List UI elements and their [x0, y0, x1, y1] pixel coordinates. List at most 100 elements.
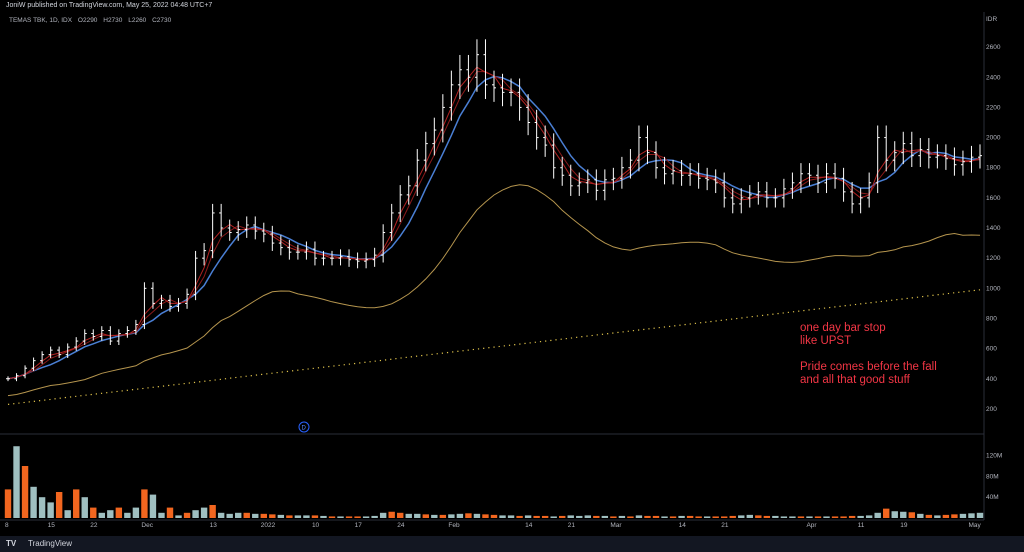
x-tick-label: 2022: [261, 522, 276, 529]
volume-bar: [857, 515, 864, 518]
volume-bar: [482, 514, 489, 518]
volume-bar: [900, 511, 907, 518]
volume-bar: [601, 515, 609, 518]
volume-bar: [4, 489, 12, 518]
volume-bar: [721, 516, 728, 518]
volume-bar: [73, 489, 80, 518]
volume-bar: [30, 486, 37, 518]
volume-bar: [414, 513, 421, 518]
volume-bar: [499, 515, 506, 518]
volume-bar: [354, 516, 361, 518]
tradingview-logo-icon[interactable]: TV: [6, 539, 17, 548]
volume-bar: [294, 515, 302, 518]
volume-bar: [490, 514, 498, 518]
volume-bar: [397, 512, 404, 518]
volume-bar: [200, 507, 208, 518]
footer-brand[interactable]: TradingView: [28, 539, 73, 548]
volume-bar: [610, 516, 617, 518]
volume-bar: [661, 516, 668, 518]
volume-bar: [550, 516, 557, 518]
volume-bar: [303, 515, 310, 518]
volume-bar: [141, 489, 148, 518]
volume-bar: [13, 446, 20, 518]
volume-bar: [644, 515, 651, 518]
volume-bar: [593, 515, 600, 518]
volume-bar: [780, 516, 788, 518]
x-tick-label: 15: [48, 522, 56, 529]
price-chart[interactable]: 200 400 600 800 1000 1200 1400 1600 1800 2000 2200…: [0, 0, 1024, 536]
y-tick-label: 1000: [986, 285, 1001, 292]
dividend-marker-label: D: [302, 426, 307, 432]
volume-bar: [652, 515, 660, 518]
x-tick-label: 13: [210, 522, 218, 529]
volume-bar: [183, 512, 191, 518]
volume-bar: [192, 510, 199, 518]
y-tick-label: 2400: [986, 74, 1001, 81]
volume-tick-label: 80M: [986, 473, 999, 480]
volume-bar: [209, 505, 216, 518]
volume-bar: [814, 516, 822, 518]
volume-bar: [260, 513, 267, 518]
volume-bar: [942, 514, 950, 518]
volume-bar: [541, 515, 549, 518]
y-tick-label: 1200: [986, 255, 1001, 262]
y-tick-label: 200: [986, 406, 997, 413]
x-tick-label: 24: [397, 522, 405, 529]
volume-bar: [797, 516, 805, 518]
ma-dotted-line: [7, 289, 981, 405]
volume-bar: [158, 512, 165, 518]
volume-bar: [456, 513, 464, 518]
x-tick-label: 14: [679, 522, 687, 529]
volume-bar: [345, 516, 353, 518]
annotation-line-3: Pride comes before the fall: [800, 361, 937, 373]
volume-bar: [806, 516, 813, 518]
x-tick-label: 10: [312, 522, 320, 529]
volume-bar: [311, 515, 319, 518]
volume-bar: [21, 466, 29, 518]
y-tick-label: 800: [986, 315, 997, 322]
volume-bar: [695, 516, 702, 518]
volume-bar: [840, 516, 847, 518]
x-tick-label: 22: [90, 522, 98, 529]
y-tick-label: 400: [986, 376, 997, 383]
volume-bar: [81, 497, 88, 518]
volume-bar: [576, 515, 583, 518]
symbol-name: TEMAS TBK, 1D, IDX: [9, 17, 73, 24]
volume-bar: [328, 516, 336, 518]
symbol-info[interactable]: TEMAS TBK, 1D, IDX O2290 H2730 L2260 C27…: [9, 17, 175, 24]
volume-bar: [686, 515, 694, 518]
volume-bar: [175, 515, 182, 518]
volume-bar: [746, 514, 753, 518]
volume-bar: [362, 516, 370, 518]
volume-bar: [738, 515, 745, 518]
volume-bar: [252, 513, 259, 518]
volume-bar: [473, 513, 481, 518]
volume-bar: [823, 516, 830, 518]
volume-bar: [627, 516, 634, 518]
volume-bar: [64, 510, 71, 518]
volume-bar: [166, 507, 174, 518]
x-tick-label: 21: [721, 522, 729, 529]
volume-tick-label: 120M: [986, 453, 1002, 460]
volume-bar: [439, 514, 447, 518]
volume-bar: [286, 515, 293, 518]
volume-bar: [47, 502, 54, 518]
y-tick-label: 2000: [986, 135, 1001, 142]
volume-bar: [379, 512, 387, 518]
volume-bar: [874, 512, 881, 518]
volume-bar: [712, 516, 719, 518]
volume-bar: [98, 512, 105, 518]
x-tick-label: 19: [900, 522, 908, 529]
volume-bar: [132, 507, 140, 518]
volume-bar: [405, 513, 412, 518]
volume-bar: [976, 512, 984, 518]
volume-bar: [755, 515, 762, 518]
volume-bar: [235, 512, 242, 518]
volume-bar: [107, 510, 114, 518]
volume-bar: [388, 511, 395, 518]
ma-tan-line: [7, 184, 981, 397]
x-tick-label: 14: [525, 522, 533, 529]
y-tick-label: 2600: [986, 44, 1001, 51]
x-tick-label: 21: [568, 522, 576, 529]
volume-bar: [772, 515, 779, 518]
